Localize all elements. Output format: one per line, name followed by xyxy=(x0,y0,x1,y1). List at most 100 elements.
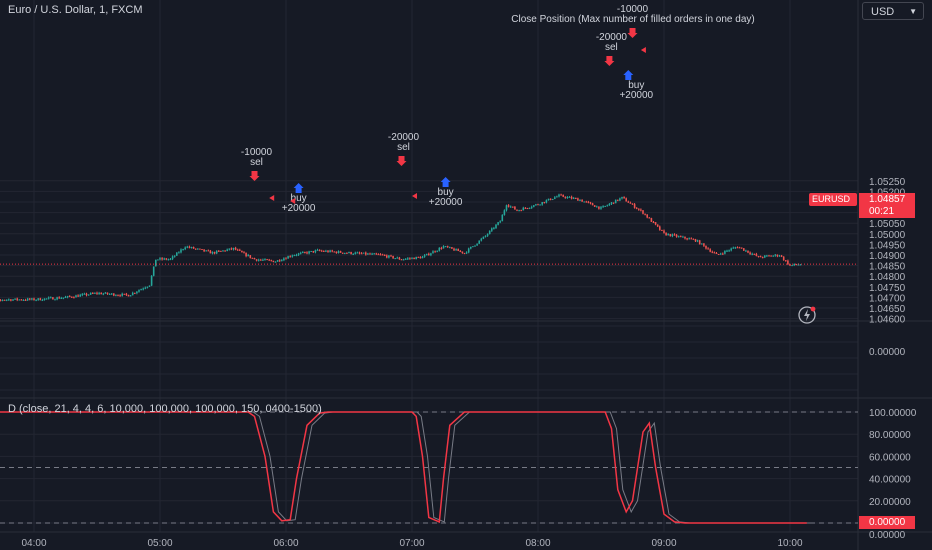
candle-body xyxy=(215,250,218,254)
candle-body xyxy=(192,247,195,249)
candle-body xyxy=(257,259,260,261)
candle-body xyxy=(255,259,258,261)
candle-body xyxy=(512,206,514,208)
candle-body xyxy=(757,256,760,258)
sell-arrow-icon xyxy=(604,56,615,66)
candle-body xyxy=(407,258,409,260)
candle-body xyxy=(455,249,457,251)
time-axis[interactable]: 04:00 05:00 06:00 07:00 08:00 09:00 10:00 xyxy=(21,538,802,549)
candle-body xyxy=(43,298,46,301)
candle-body xyxy=(157,259,159,261)
candle-body xyxy=(421,256,424,259)
candle-body xyxy=(568,196,571,198)
time-tick-label: 08:00 xyxy=(525,538,550,549)
candle-body xyxy=(104,292,107,294)
candle-body xyxy=(136,291,138,294)
price-axis[interactable]: 1.052501.052001.051501.051001.050501.050… xyxy=(869,177,917,541)
buy-arrow-icon xyxy=(293,183,304,193)
candle-body xyxy=(654,222,657,225)
candle-body xyxy=(299,252,302,254)
candle-body xyxy=(591,203,594,206)
candle-body xyxy=(726,250,728,252)
candle-body xyxy=(386,255,388,258)
candle-body xyxy=(350,252,352,254)
candle-body xyxy=(736,247,739,249)
candle-body xyxy=(356,252,359,254)
candle-body xyxy=(764,255,766,258)
candle-body xyxy=(373,253,375,255)
candle-body xyxy=(354,252,357,254)
candle-body xyxy=(799,264,802,266)
candle-body xyxy=(570,196,573,199)
candle-body xyxy=(188,246,191,248)
lightning-icon[interactable] xyxy=(797,306,817,324)
candle-body xyxy=(224,250,226,252)
candle-body xyxy=(444,246,447,248)
candle-body xyxy=(39,298,42,301)
candle-body xyxy=(713,252,716,254)
candle-body xyxy=(602,206,604,208)
candle-body xyxy=(564,196,567,198)
candle-body xyxy=(789,264,791,266)
candle-body xyxy=(10,299,12,301)
candle-body xyxy=(396,257,399,259)
candle-body xyxy=(474,245,476,247)
candle-body xyxy=(287,256,289,259)
candle-body xyxy=(117,295,119,297)
symbol-tag: EURUSD xyxy=(809,193,857,206)
candle-body xyxy=(47,297,50,299)
candle-body xyxy=(106,292,109,295)
candle-body xyxy=(318,249,321,251)
candle-body xyxy=(738,247,741,249)
candle-body xyxy=(486,234,489,236)
candle-body xyxy=(432,251,434,254)
candle-body xyxy=(705,245,707,249)
candle-body xyxy=(621,196,623,199)
candle-body xyxy=(600,207,602,209)
chart-grid xyxy=(0,0,858,532)
candle-body xyxy=(770,255,772,257)
candle-body xyxy=(631,203,634,205)
candle-body xyxy=(232,247,235,250)
candle-body xyxy=(379,254,382,256)
candle-body xyxy=(593,205,596,207)
candle-body xyxy=(285,258,287,260)
candle-body xyxy=(375,253,378,255)
candle-body xyxy=(522,207,525,211)
candle-body xyxy=(524,207,527,209)
candle-body xyxy=(325,250,327,252)
candle-body xyxy=(612,202,615,204)
candle-body xyxy=(165,258,168,260)
candle-body xyxy=(541,202,543,205)
candle-body xyxy=(785,260,787,262)
price-tick-label: 1.04850 xyxy=(869,262,906,273)
indicator-title[interactable]: D (close, 21, 4, 4, 6, 10,000, 100,000, … xyxy=(8,403,322,415)
trade-label: buy xyxy=(438,187,454,198)
candle-body xyxy=(5,299,8,301)
candle-body xyxy=(304,252,306,254)
currency-label: USD xyxy=(871,6,895,18)
candle-body xyxy=(144,287,147,289)
candle-body xyxy=(312,250,315,253)
candle-body xyxy=(129,295,132,297)
candle-body xyxy=(417,256,420,258)
candle-body xyxy=(558,194,560,197)
candle-body xyxy=(650,218,653,222)
trade-qty: -10000 xyxy=(617,4,649,15)
candle-body xyxy=(142,288,144,290)
candle-body xyxy=(499,221,501,223)
currency-button[interactable]: USD ▼ xyxy=(862,2,924,20)
osc-tick-label: 20.00000 xyxy=(869,497,911,508)
candle-body xyxy=(537,204,539,206)
candle-body xyxy=(467,248,470,253)
bar-countdown: 00:21 xyxy=(869,206,895,217)
price-tick-label: 1.04650 xyxy=(869,304,906,315)
candle-body xyxy=(37,298,39,300)
candle-body xyxy=(77,295,79,297)
candle-body xyxy=(60,298,63,300)
candle-body xyxy=(253,258,256,260)
candle-body xyxy=(186,246,189,248)
symbol-title[interactable]: Euro / U.S. Dollar, 1, FXCM xyxy=(8,4,143,16)
candle-body xyxy=(98,292,100,294)
